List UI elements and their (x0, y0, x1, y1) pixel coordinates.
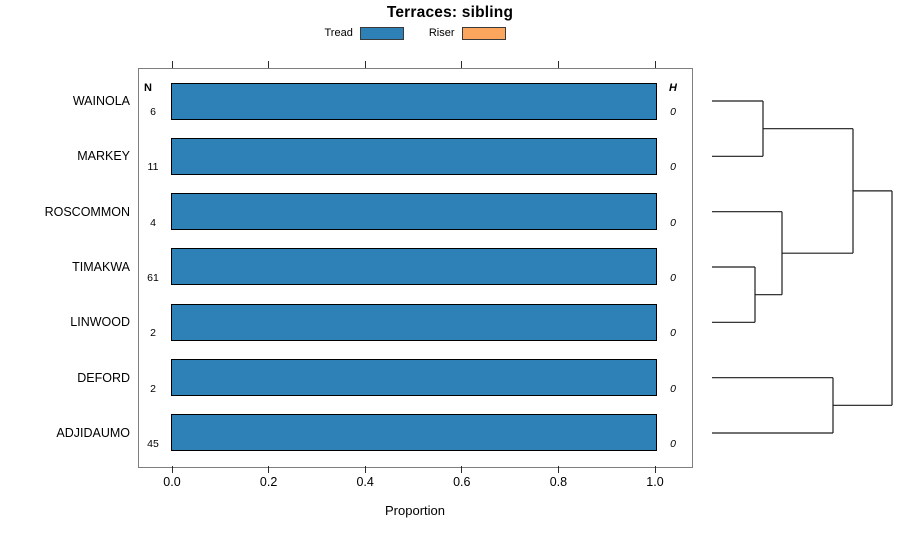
x-axis-tick-top (461, 61, 463, 68)
legend-item-tread: Tread (324, 26, 404, 40)
x-axis-tick-bottom (364, 466, 366, 473)
x-axis-tick-top (654, 61, 656, 68)
bar-tread (170, 193, 657, 231)
category-label: ADJIDAUMO (56, 425, 130, 440)
x-axis-tick-label: 0.2 (259, 475, 278, 489)
x-axis-tick-bottom (268, 466, 270, 473)
x-axis-tick-top (268, 61, 270, 68)
x-axis-tick-bottom (461, 466, 463, 473)
legend-label-riser: Riser (428, 27, 455, 39)
h-value: 0 (670, 216, 676, 229)
n-value: 2 (150, 327, 156, 340)
x-axis-tick-label: 0.0 (163, 475, 181, 489)
h-value: 0 (670, 382, 676, 395)
plot-area-border (138, 68, 693, 468)
h-value: 0 (670, 271, 676, 284)
n-column-header: N (144, 82, 152, 94)
x-axis-tick-bottom (654, 466, 656, 473)
category-label: LINWOOD (70, 315, 130, 330)
n-value: 11 (147, 161, 159, 174)
bar-tread (170, 82, 657, 120)
h-column-header: H (669, 82, 677, 94)
x-axis-tick-label: 1.0 (646, 475, 664, 489)
h-value: 0 (670, 327, 676, 340)
category-label: DEFORD (77, 370, 130, 385)
h-value: 0 (670, 437, 676, 450)
bar-tread (170, 414, 657, 452)
legend-item-riser: Riser (428, 26, 506, 40)
x-axis-tick-bottom (557, 466, 559, 473)
category-label: ROSCOMMON (44, 204, 130, 219)
legend-swatch-riser (461, 26, 506, 40)
n-value: 45 (147, 437, 159, 450)
n-value: 4 (150, 216, 156, 229)
category-label: TIMAKWA (72, 259, 130, 274)
x-axis-tick-top (557, 61, 559, 68)
legend-label-tread: Tread (324, 27, 353, 39)
x-axis-tick-bottom (171, 466, 173, 473)
bar-tread (170, 359, 657, 397)
bar-tread (170, 303, 657, 341)
bar-tread (170, 248, 657, 286)
n-value: 2 (150, 382, 156, 395)
n-value: 6 (150, 106, 156, 118)
h-value: 0 (670, 106, 676, 118)
x-axis-tick-label: 0.6 (453, 475, 471, 489)
x-axis-tick-top (364, 61, 366, 68)
bar-tread (170, 137, 657, 175)
h-value: 0 (670, 161, 676, 174)
chart-title: Terraces: sibling (386, 4, 514, 21)
x-axis-tick-label: 0.4 (356, 475, 374, 489)
legend: Tread Riser (138, 25, 692, 41)
x-axis-tick-label: 0.8 (549, 475, 568, 489)
x-axis-tick-top (171, 61, 173, 68)
category-label: MARKEY (77, 149, 130, 164)
category-label: WAINOLA (72, 94, 130, 108)
legend-swatch-tread (359, 26, 404, 40)
n-value: 61 (147, 271, 159, 284)
x-axis-label: Proportion (385, 503, 445, 518)
